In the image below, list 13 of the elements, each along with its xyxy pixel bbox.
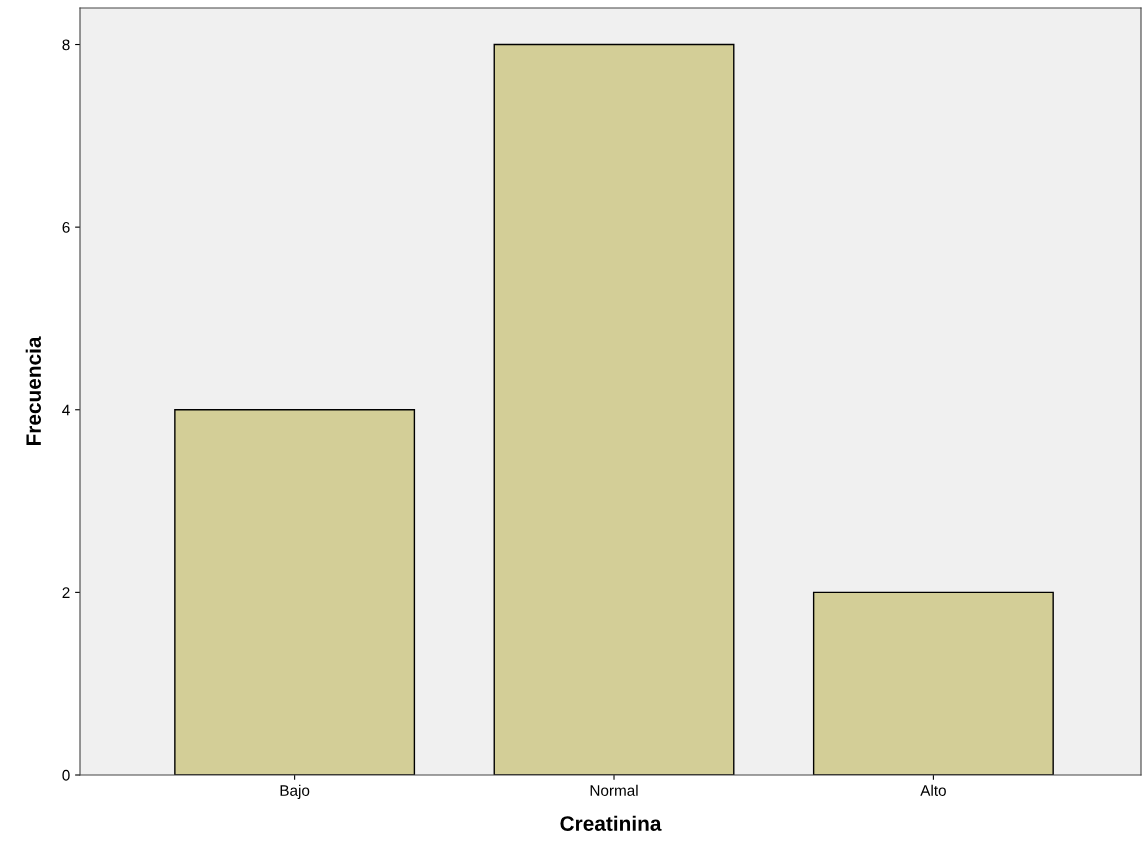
y-tick-label: 0 <box>62 769 70 781</box>
y-tick-label: 8 <box>62 39 70 51</box>
x-tick-label: Bajo <box>280 784 310 799</box>
x-tick-label: Normal <box>590 784 638 796</box>
bar <box>493 43 735 775</box>
bar <box>174 409 416 775</box>
y-tick-label: 2 <box>62 587 70 598</box>
x-axis-title: Creatinina <box>560 815 662 831</box>
y-axis-title: Frecuencia <box>25 336 41 446</box>
x-tick-label: Alto <box>920 784 946 796</box>
y-tick-label: 6 <box>62 222 70 233</box>
bar <box>812 591 1054 775</box>
y-tick-label: 4 <box>62 404 70 416</box>
